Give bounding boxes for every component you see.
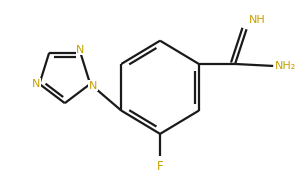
Text: NH₂: NH₂ xyxy=(275,61,296,71)
Text: F: F xyxy=(157,160,163,173)
Text: N: N xyxy=(89,81,97,91)
Text: N: N xyxy=(76,45,85,55)
Text: NH: NH xyxy=(249,15,265,25)
Text: N: N xyxy=(32,79,41,89)
